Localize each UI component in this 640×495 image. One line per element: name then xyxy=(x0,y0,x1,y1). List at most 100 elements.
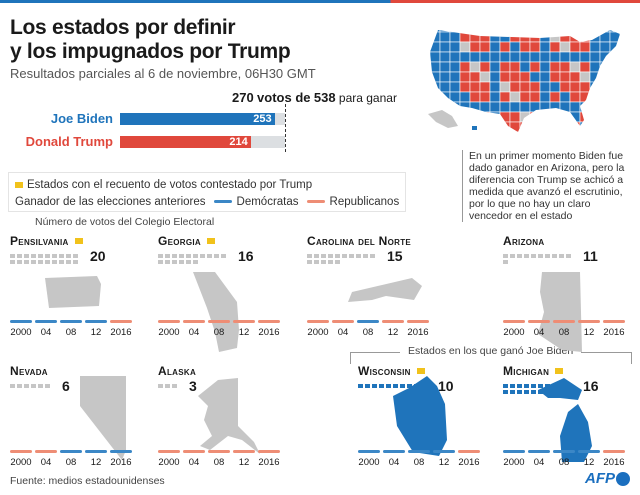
map-state-cell xyxy=(609,61,620,73)
history-year: 12 xyxy=(85,320,107,338)
map-state-cell xyxy=(619,81,620,93)
map-state-cell xyxy=(529,101,541,113)
map-state-cell xyxy=(449,101,461,113)
map-state-cell xyxy=(569,61,581,73)
electoral-vote-square xyxy=(393,384,398,388)
map-state-cell xyxy=(549,61,561,73)
electoral-vote-square xyxy=(307,254,312,258)
map-state-cell xyxy=(549,31,561,43)
map-state-cell xyxy=(459,101,471,113)
electoral-vote-square xyxy=(545,254,550,258)
map-state-cell xyxy=(599,41,611,53)
map-state-cell xyxy=(539,41,551,53)
map-state-cell xyxy=(489,111,501,123)
map-state-cell xyxy=(499,91,511,103)
electoral-vote-square xyxy=(45,254,50,258)
map-state-cell xyxy=(549,111,561,123)
state-shape xyxy=(538,378,592,462)
map-state-cell xyxy=(509,81,521,93)
map-state-cell xyxy=(489,101,501,113)
electoral-vote-square xyxy=(328,260,333,264)
electoral-vote-square xyxy=(158,254,163,258)
map-state-cell xyxy=(589,101,601,113)
map-state-cell xyxy=(479,30,491,33)
map-state-cell xyxy=(519,61,531,73)
map-state-cell xyxy=(439,131,451,132)
electoral-vote-square xyxy=(356,254,361,258)
history-year: 2016 xyxy=(258,450,280,468)
map-state-cell xyxy=(549,121,561,132)
map-state-cell xyxy=(449,30,461,33)
map-state-cell xyxy=(430,30,441,33)
map-state-cell xyxy=(599,30,611,33)
map-state-cell xyxy=(559,30,571,33)
map-state-cell xyxy=(529,111,541,123)
trump-bar-track: 214 xyxy=(120,136,285,148)
map-state-cell xyxy=(489,81,501,93)
subtitle: Resultados parciales al 6 de noviembre, … xyxy=(10,66,316,81)
state-name-text: Wisconsin xyxy=(358,364,411,378)
electoral-vote-square xyxy=(379,384,384,388)
biden-bar: 253 xyxy=(120,113,275,125)
map-state-cell xyxy=(579,30,591,33)
map-state-cell xyxy=(529,51,541,63)
map-state-cell xyxy=(599,111,611,123)
map-state-cell xyxy=(479,61,491,73)
map-state-cell xyxy=(579,51,591,63)
state-shape xyxy=(393,376,447,456)
map-state-cell xyxy=(449,51,461,63)
contested-marker xyxy=(555,368,564,374)
electoral-vote-square xyxy=(52,254,57,258)
history-year: 2016 xyxy=(110,450,132,468)
map-state-cell xyxy=(469,51,481,63)
map-state-cell xyxy=(499,111,511,123)
map-state-cell xyxy=(519,71,531,83)
map-state-cell xyxy=(549,30,561,33)
history-year: 04 xyxy=(528,450,550,468)
map-state-cell xyxy=(609,121,620,132)
map-state-cell xyxy=(469,81,481,93)
history-year: 08 xyxy=(208,320,230,338)
map-state-cell xyxy=(439,71,451,83)
map-state-cell xyxy=(539,101,551,113)
map-state-cell xyxy=(430,131,441,132)
map-state-cell xyxy=(539,131,551,132)
map-state-cell xyxy=(489,41,501,53)
history-year: 04 xyxy=(35,320,57,338)
electoral-vote-square xyxy=(503,390,508,394)
history-year: 12 xyxy=(433,450,455,468)
contested-marker xyxy=(416,368,425,374)
map-state-cell xyxy=(509,51,521,63)
map-state-cell xyxy=(589,51,601,63)
history-years: 2000 04 08 12 2016 xyxy=(503,320,625,338)
electoral-vote-square xyxy=(165,254,170,258)
electoral-vote-square xyxy=(524,254,529,258)
map-state-cell xyxy=(439,91,451,103)
electoral-vote-square xyxy=(510,384,515,388)
electoral-vote-square xyxy=(24,254,29,258)
electoral-vote-square xyxy=(45,384,50,388)
map-state-cell xyxy=(529,61,541,73)
map-state-cell xyxy=(569,30,581,33)
electoral-vote-square xyxy=(335,254,340,258)
electoral-vote-square xyxy=(193,260,198,264)
electoral-vote-square xyxy=(179,260,184,264)
state-name: Alaska xyxy=(158,364,283,378)
electoral-vote-square xyxy=(24,384,29,388)
history-year: 04 xyxy=(332,320,354,338)
history-year: 2000 xyxy=(10,320,32,338)
map-state-cell xyxy=(559,111,571,123)
map-state-cell xyxy=(449,71,461,83)
map-state-cell xyxy=(479,81,491,93)
map-state-cell xyxy=(459,51,471,63)
electoral-vote-square xyxy=(321,260,326,264)
electoral-vote-squares xyxy=(158,384,226,388)
map-state-cell xyxy=(569,51,581,63)
map-state-cell xyxy=(469,101,481,113)
map-state-cell xyxy=(519,81,531,93)
map-state-cell xyxy=(430,121,441,132)
map-state-cell xyxy=(430,91,431,103)
map-state-cell xyxy=(569,131,581,132)
map-state-cell xyxy=(430,131,431,132)
map-state-cell xyxy=(609,81,620,93)
